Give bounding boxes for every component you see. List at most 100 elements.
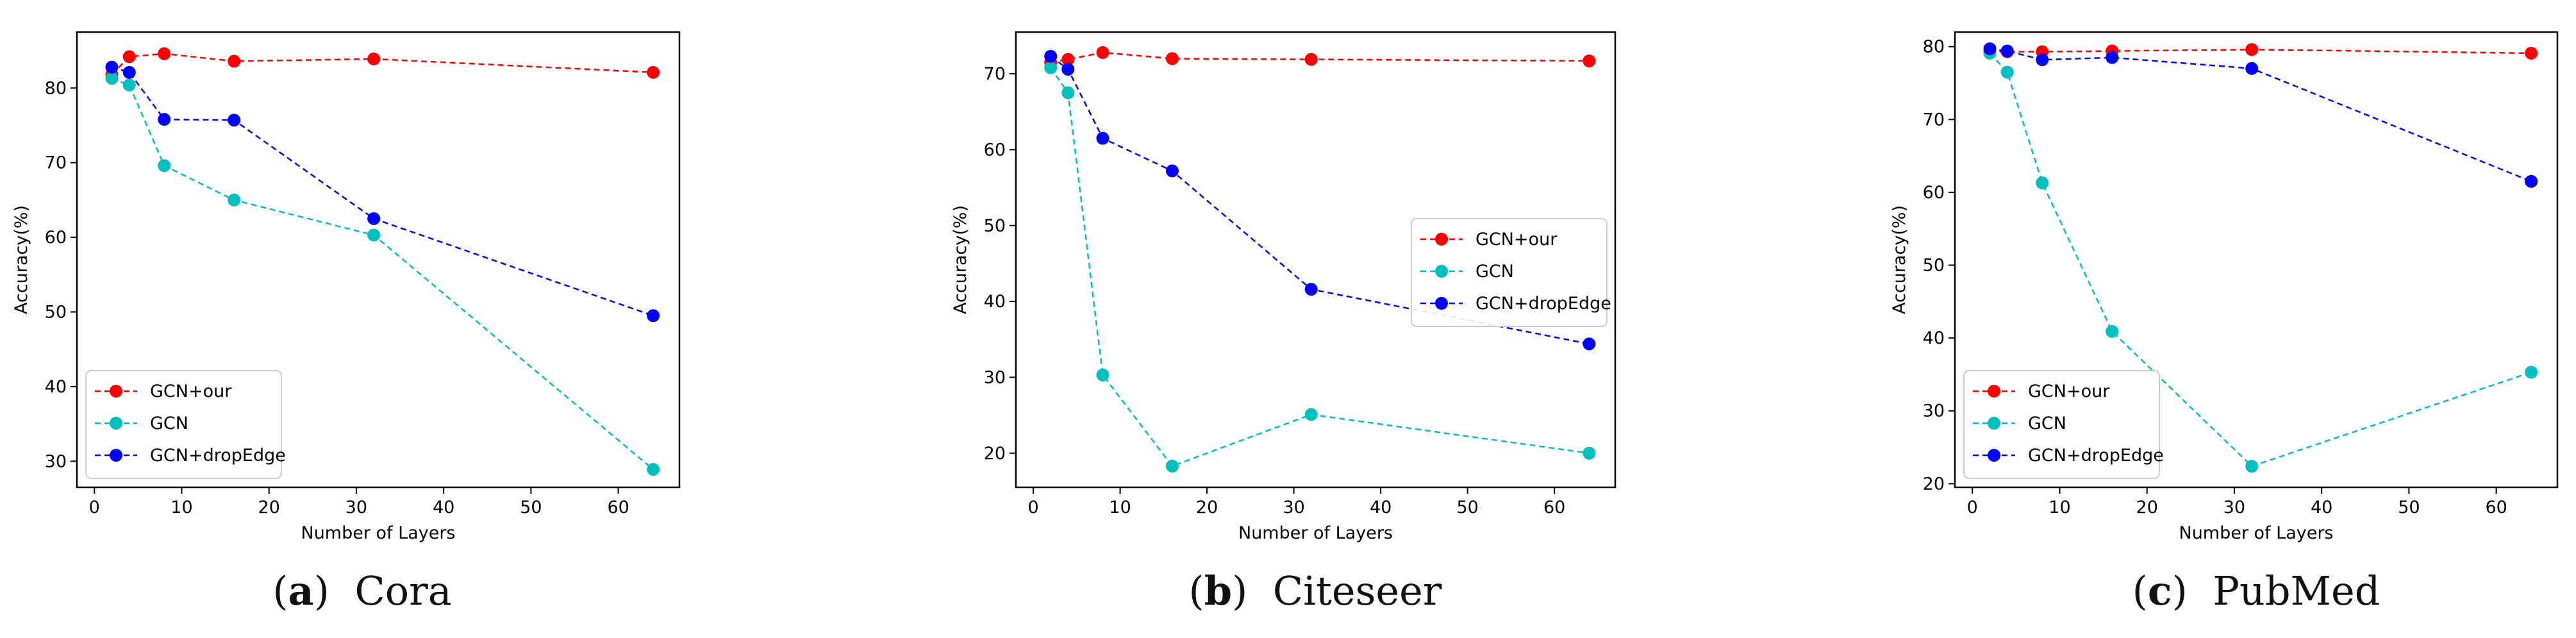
x-tick-label: 20 [2136, 498, 2158, 517]
plot-frame [76, 31, 681, 489]
data-point-gcn-dropedge [1304, 283, 1318, 296]
y-tick-label: 60 [984, 140, 1006, 160]
data-point-gcn [1044, 61, 1058, 74]
data-point-gcn-dropedge [1061, 62, 1075, 76]
x-axis-label: Number of Layers [2179, 523, 2334, 543]
data-point-gcn [2036, 176, 2049, 190]
data-point-gcn-dropedge [367, 212, 381, 225]
data-point-gcn [1165, 459, 1179, 473]
data-point-gcn-dropedge [228, 113, 241, 127]
x-tick-label: 30 [345, 498, 367, 517]
data-point-gcn [2245, 460, 2259, 473]
x-tick-label: 10 [170, 498, 192, 517]
x-tick-label: 60 [607, 498, 629, 517]
data-point-gcn-our [1096, 46, 1109, 59]
legend-entry-label: GCN [150, 414, 188, 433]
data-point-gcn [122, 78, 136, 92]
data-point-gcn-our [228, 55, 241, 68]
data-point-gcn-dropedge [1044, 49, 1058, 63]
data-point-gcn-dropedge [122, 65, 136, 79]
legend-marker [1988, 385, 2000, 398]
data-point-gcn-our [2525, 46, 2538, 60]
x-tick-label: 0 [89, 498, 100, 517]
data-point-gcn [228, 193, 241, 206]
legend-entry-label: GCN+dropEdge [150, 446, 286, 466]
chart-panel-c: 0 10 20 30 40 50 60 20 30 40 50 60 70 80 Number of Lay… [1890, 31, 2559, 543]
legend-entry-label: GCN+our [1475, 230, 1558, 249]
x-tick-label: 30 [1283, 498, 1304, 517]
legend: GCN+our GCN GCN+dropEdge [85, 370, 286, 479]
y-tick-label: 80 [1923, 37, 1945, 57]
data-point-gcn [158, 159, 171, 172]
legend-marker [1435, 233, 1448, 246]
data-point-gcn-our [1165, 52, 1179, 65]
x-tick-label: 60 [1543, 498, 1565, 517]
data-point-gcn-our [2245, 43, 2259, 56]
x-tick-label: 20 [1196, 498, 1218, 517]
x-tick-label: 50 [1456, 498, 1478, 517]
data-point-gcn-dropedge [2245, 62, 2259, 75]
legend-entry-label: GCN [2028, 414, 2066, 433]
plot-frame [1954, 31, 2559, 489]
legend-marker [110, 385, 122, 398]
data-point-gcn [1304, 408, 1318, 421]
y-tick-label: 80 [45, 78, 67, 98]
panel-label: a [288, 567, 314, 614]
y-tick-label: 60 [1923, 183, 1945, 203]
data-point-gcn-our [158, 47, 171, 60]
panel-label: c [2147, 567, 2172, 614]
data-point-gcn-our [1304, 53, 1318, 66]
series-line-gcn [112, 77, 654, 471]
data-point-gcn-our [1061, 53, 1075, 66]
y-tick-label: 70 [1923, 110, 1945, 130]
legend-entry-label: GCN+our [2028, 382, 2110, 401]
series-line-gcn-dropedge [1050, 55, 1590, 345]
y-tick-label: 70 [45, 153, 67, 173]
data-point-gcn-our [1583, 54, 1596, 67]
legend-marker [110, 449, 122, 462]
panel-title: Citeseer [1272, 567, 1442, 614]
y-tick-label: 50 [984, 216, 1006, 236]
data-point-gcn-dropedge [1096, 131, 1109, 145]
legend-box [1411, 218, 1608, 327]
panel-title: PubMed [2213, 567, 2381, 614]
y-axis-label: Accuracy(%) [12, 205, 31, 314]
x-axis-label: Number of Layers [301, 523, 456, 543]
legend-marker [110, 417, 122, 430]
x-tick-label: 30 [2223, 498, 2245, 517]
legend-entry-label: GCN+our [150, 382, 232, 401]
legend-entry-label: GCN [1475, 262, 1514, 281]
legend-box [1963, 370, 2160, 479]
legend-entry-label: GCN+dropEdge [2028, 446, 2164, 466]
legend-entry-label: GCN+dropEdge [1475, 294, 1611, 314]
series-line-gcn-dropedge [1990, 47, 2532, 183]
y-tick-label: 50 [1923, 256, 1945, 276]
legend-marker [1988, 417, 2000, 430]
legend: GCN+our GCN GCN+dropEdge [1411, 218, 1611, 327]
data-point-gcn [367, 228, 381, 242]
data-point-gcn-dropedge [105, 60, 119, 74]
plot-frame [1015, 31, 1616, 489]
y-tick-label: 50 [45, 302, 67, 322]
x-tick-label: 50 [2398, 498, 2420, 517]
data-point-gcn-dropedge [158, 113, 171, 126]
panel-caption: (b) Citeseer [1188, 567, 1442, 614]
y-axis-label: Accuracy(%) [1890, 205, 1909, 314]
y-tick-label: 30 [45, 451, 67, 471]
x-tick-label: 10 [1109, 498, 1131, 517]
data-point-gcn [105, 72, 119, 85]
legend: GCN+our GCN GCN+dropEdge [1963, 370, 2164, 479]
y-tick-label: 20 [984, 444, 1006, 464]
legend-marker [1988, 449, 2000, 462]
legend-box [85, 370, 282, 479]
data-point-gcn [1096, 368, 1109, 382]
y-tick-label: 40 [984, 292, 1006, 312]
data-point-gcn-dropedge [2000, 44, 2014, 58]
data-point-gcn [647, 463, 660, 476]
x-tick-label: 0 [1028, 498, 1039, 517]
y-tick-label: 30 [984, 367, 1006, 387]
series-line-gcn-dropedge [112, 66, 654, 317]
x-tick-label: 40 [433, 498, 454, 517]
data-point-gcn [1061, 86, 1075, 99]
